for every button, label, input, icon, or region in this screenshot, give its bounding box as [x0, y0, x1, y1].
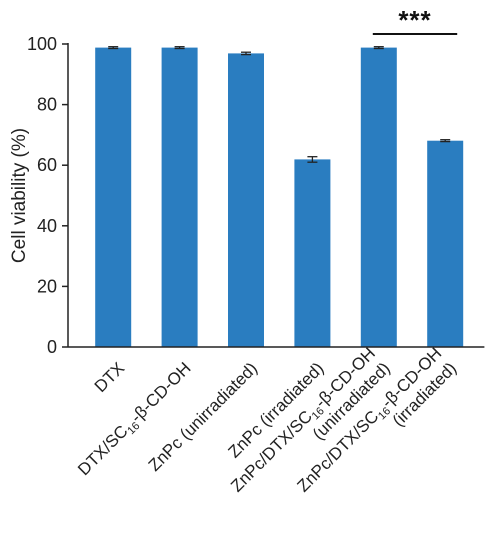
error-bar-4 [373, 46, 384, 50]
annotation-layer: *** [372, 5, 458, 35]
bar-3 [294, 159, 331, 347]
x-category-label-1-line-0: DTX/SC16-β-CD-OH [74, 359, 197, 482]
bar-1 [161, 47, 198, 347]
y-tick-label-1: 20 [37, 276, 57, 296]
x-category-label-0: DTX [91, 359, 128, 396]
y-axis-title: Cell viability (%) [9, 128, 30, 263]
y-tick-label-2: 40 [37, 216, 57, 236]
bar-4 [360, 47, 397, 347]
error-bar-5 [440, 139, 451, 143]
error-bar-1 [174, 46, 185, 50]
y-tick-label-3: 60 [37, 155, 57, 175]
significance-label: *** [398, 5, 431, 35]
x-category-label-1-line-0-part-2: -β-CD-OH [127, 359, 195, 427]
x-category-label-2: ZnPc (unirradiated) [145, 359, 261, 475]
axes-layer [62, 43, 485, 348]
error-bar-3 [307, 156, 318, 163]
x-category-label-1-line-0-part-0: DTX/SC [74, 422, 132, 480]
bar-5 [427, 140, 464, 347]
error-bar-2 [241, 51, 251, 56]
y-tick-label-0: 0 [47, 337, 57, 357]
bar-2 [228, 53, 264, 348]
x-category-label-0-line-0: DTX [91, 359, 128, 396]
x-category-label-1: DTX/SC16-β-CD-OH [74, 359, 197, 482]
bar-0 [95, 47, 132, 347]
error-bar-0 [108, 46, 119, 50]
x-category-label-2-line-0: ZnPc (unirradiated) [145, 359, 261, 475]
bars-layer [95, 46, 464, 348]
x-category-label-0-line-0-part-0: DTX [91, 359, 128, 396]
y-tick-label-4: 80 [37, 95, 57, 115]
y-tick-label-5: 100 [27, 34, 57, 54]
x-category-label-2-line-0-part-0: ZnPc (unirradiated) [145, 359, 261, 475]
